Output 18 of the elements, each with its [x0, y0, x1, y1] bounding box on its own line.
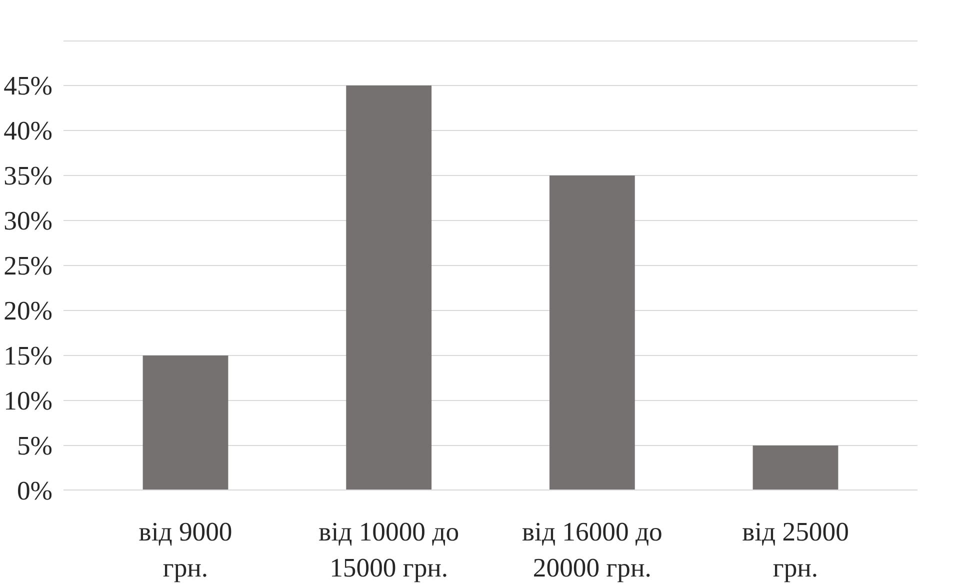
y-tick-label: 10%	[4, 386, 53, 416]
bar	[142, 356, 228, 490]
x-tick-label: від 10000 до 15000 грн.	[318, 516, 460, 582]
y-tick-label: 0%	[16, 476, 53, 506]
bar	[752, 446, 838, 490]
y-tick-label: 20%	[4, 296, 53, 326]
x-tick-label: від 25000 грн.	[742, 516, 849, 582]
x-tick-label: від 16000 до 20000 грн.	[522, 516, 662, 582]
bar	[549, 176, 635, 490]
y-tick-label: 40%	[4, 116, 53, 146]
bar	[346, 86, 432, 490]
x-tick-label: від 9000 грн.	[138, 516, 232, 582]
y-tick-label: 30%	[4, 206, 53, 236]
y-tick-label: 45%	[4, 70, 53, 100]
y-tick-label: 5%	[16, 430, 53, 460]
y-tick-label: 25%	[4, 250, 53, 280]
y-tick-label: 35%	[4, 160, 53, 190]
y-tick-label: 15%	[4, 340, 53, 370]
